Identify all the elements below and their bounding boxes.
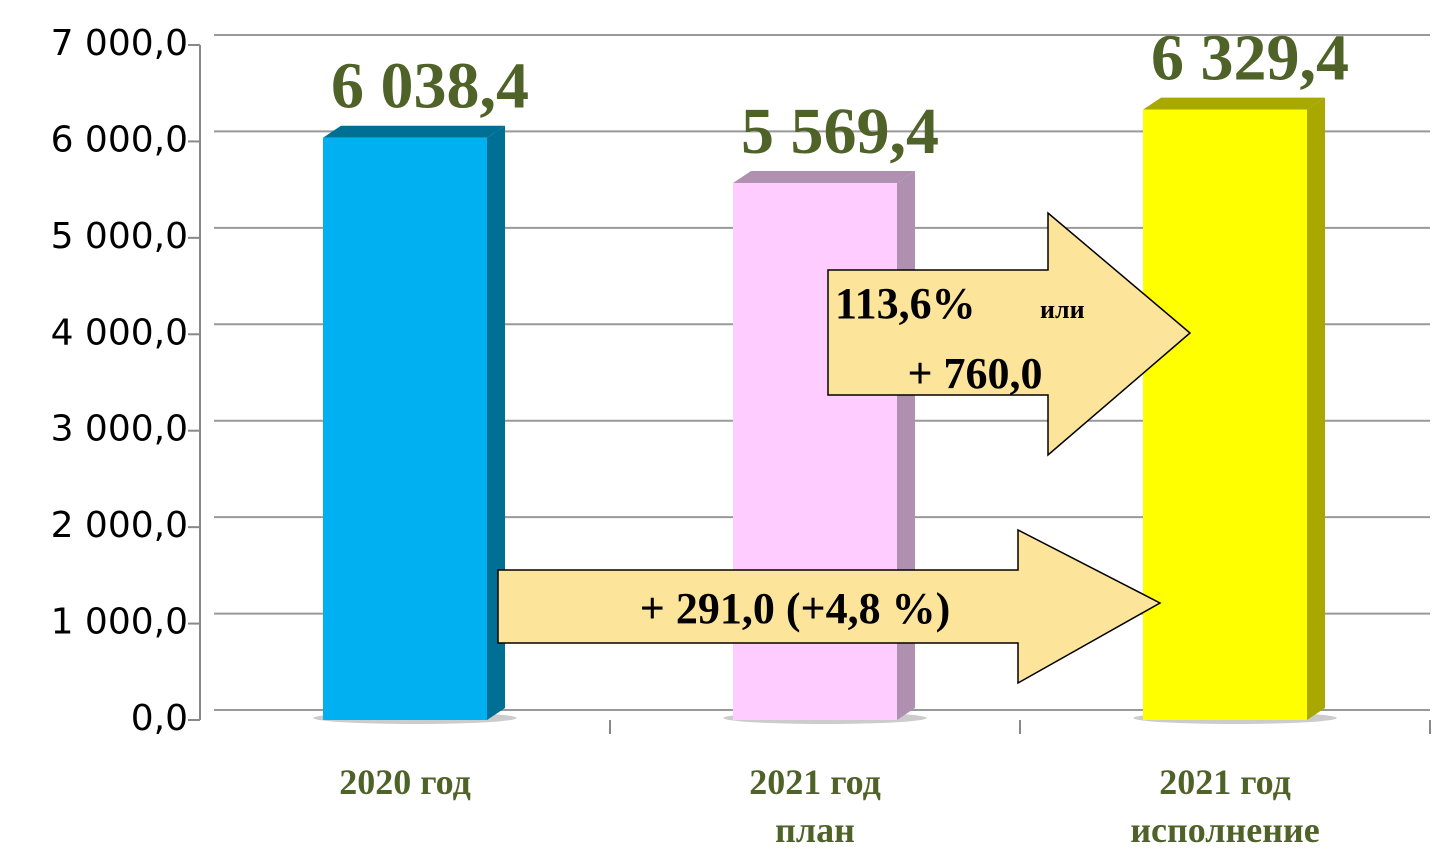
bars: 6 038,4 5 569,4 6 329,4 — [313, 22, 1349, 724]
upper-delta: + 760,0 — [907, 349, 1042, 398]
x-tick-label: 2021 год исполнение — [1130, 762, 1320, 850]
y-tick-label: 5 000,0 — [51, 216, 188, 257]
y-tick-label: 6 000,0 — [51, 119, 188, 160]
x-tick-label: 2020 год — [339, 762, 471, 802]
upper-percent: 113,6% — [835, 279, 976, 328]
lower-annotation: + 291,0 (+4,8 %) — [640, 584, 950, 633]
x-tick-label: 2021 год план — [749, 762, 881, 850]
value-label: 6 329,4 — [1151, 22, 1349, 95]
bar-top — [323, 125, 505, 138]
bar-top — [1143, 97, 1325, 110]
y-tick-label: 0,0 — [131, 698, 188, 739]
lower-arrow — [497, 528, 1162, 685]
bar-top — [733, 170, 915, 183]
value-label: 6 038,4 — [331, 50, 529, 123]
y-tick-label: 7 000,0 — [51, 23, 188, 64]
bar — [1143, 109, 1307, 721]
bar — [323, 137, 487, 720]
y-tick-label: 3 000,0 — [51, 409, 188, 450]
upper-or: или — [1040, 295, 1085, 324]
y-tick-label: 2 000,0 — [51, 505, 188, 546]
y-tick-label: 1 000,0 — [51, 602, 188, 643]
bar-side — [1307, 97, 1325, 721]
y-tick-label: 4 000,0 — [51, 312, 188, 353]
value-label: 5 569,4 — [741, 95, 939, 168]
upper-arrow — [827, 211, 1192, 457]
